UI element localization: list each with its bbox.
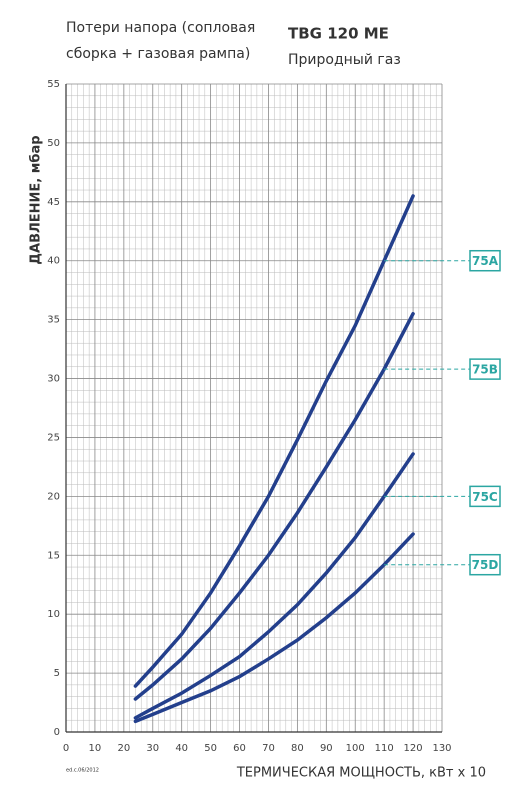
legend-box (469, 553, 501, 576)
series-line (133, 532, 415, 724)
y-tick-label: 5 (54, 668, 60, 679)
y-tick-label: 10 (47, 609, 60, 620)
x-axis-label: ТЕРМИЧЕСКАЯ МОЩНОСТЬ, кВт x 10 (236, 766, 486, 781)
note: ed.c.06/2012 (66, 768, 99, 774)
chart-title: сборка + газовая рампа) (66, 46, 250, 62)
y-tick-label: 35 (47, 315, 60, 326)
y-tick-label: 50 (47, 138, 60, 149)
x-tick-label: 10 (89, 743, 102, 754)
y-tick-label: 20 (47, 491, 60, 502)
y-tick-label: 55 (47, 79, 60, 90)
chart-title: Потери напора (сопловая (66, 20, 255, 36)
y-tick-label: 45 (47, 197, 60, 208)
x-tick-label: 110 (375, 743, 394, 754)
x-tick-label: 70 (262, 743, 275, 754)
model: TBG 120 ME (288, 25, 389, 43)
x-tick-label: 100 (346, 743, 365, 754)
fuel: Природный газ (288, 52, 401, 68)
y-tick-label: 0 (54, 727, 60, 738)
series-line (133, 311, 415, 701)
y-axis-label: ДАВЛЕНИЕ, мбар (29, 135, 44, 264)
x-tick-label: 90 (320, 743, 333, 754)
x-tick-label: 0 (63, 743, 69, 754)
x-tick-label: 30 (146, 743, 159, 754)
legend-label: 75D (472, 558, 499, 572)
y-tick-label: 30 (47, 374, 60, 385)
y-tick-label: 40 (47, 256, 60, 267)
x-tick-label: 20 (117, 743, 130, 754)
legend-label: 75B (472, 363, 498, 377)
series-line (133, 452, 415, 720)
legend-box (469, 249, 501, 272)
x-tick-label: 80 (291, 743, 304, 754)
legend-label: 75C (472, 490, 498, 504)
x-tick-label: 50 (204, 743, 217, 754)
legend-label: 75A (472, 254, 499, 268)
x-tick-label: 60 (233, 743, 246, 754)
y-tick-label: 25 (47, 432, 60, 443)
series-line (133, 194, 415, 688)
legend-box (469, 485, 501, 508)
x-tick-label: 130 (432, 743, 451, 754)
y-tick-label: 15 (47, 550, 60, 561)
x-tick-label: 40 (175, 743, 188, 754)
legend-box (469, 358, 501, 380)
x-tick-label: 120 (404, 743, 423, 754)
